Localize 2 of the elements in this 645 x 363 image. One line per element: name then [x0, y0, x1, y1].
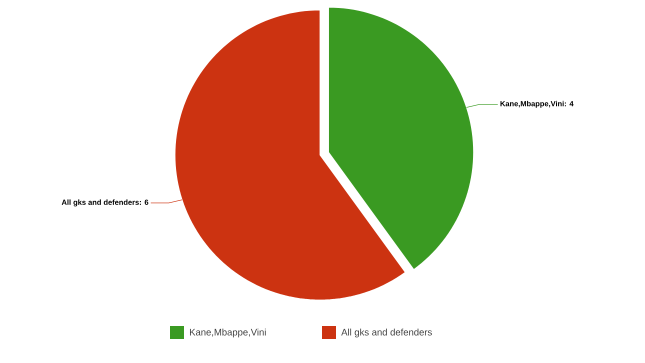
legend-label: All gks and defenders	[341, 328, 432, 338]
legend-label: Kane,Mbappe,Vini	[190, 328, 266, 338]
